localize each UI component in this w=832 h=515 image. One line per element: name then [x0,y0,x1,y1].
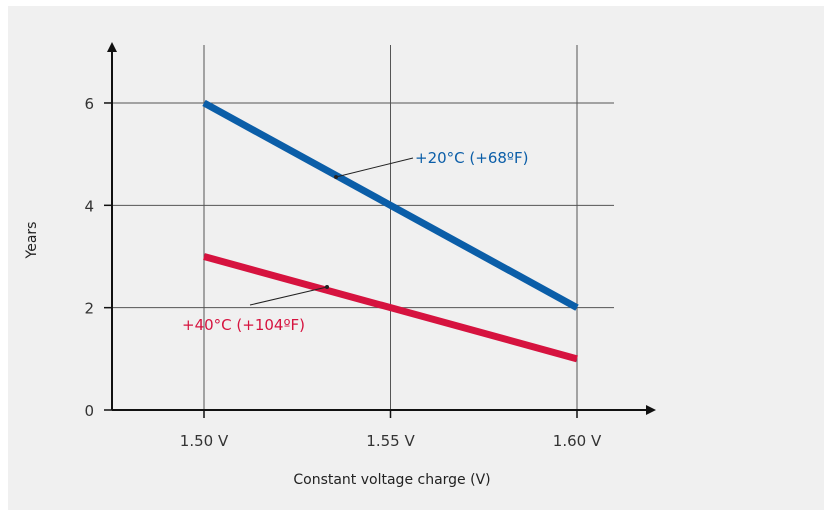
series-leader-1 [249,286,328,306]
chart-panel [8,6,824,510]
series-line-0 [202,99,579,311]
x-tick-label-2: 1.60 V [553,432,602,450]
y-tick-label-3: 6 [84,95,94,113]
series-line-1 [203,253,578,363]
x-tick-label-1: 1.55 V [366,432,415,450]
y-tick-label-1: 2 [84,300,94,318]
x-axis-title: Constant voltage charge (V) [293,472,490,488]
series-leader-0 [335,157,414,178]
series-leader-dot-1 [325,285,329,289]
x-tick-label-0: 1.50 V [180,432,229,450]
series-label-1: +40°C (+104ºF) [182,316,305,334]
y-axis-title: Years [24,222,40,260]
y-tick-label-2: 4 [84,197,94,215]
series-leader-dot-0 [334,175,338,179]
series-label-0: +20°C (+68ºF) [415,149,528,167]
y-tick-label-0: 0 [84,402,94,420]
